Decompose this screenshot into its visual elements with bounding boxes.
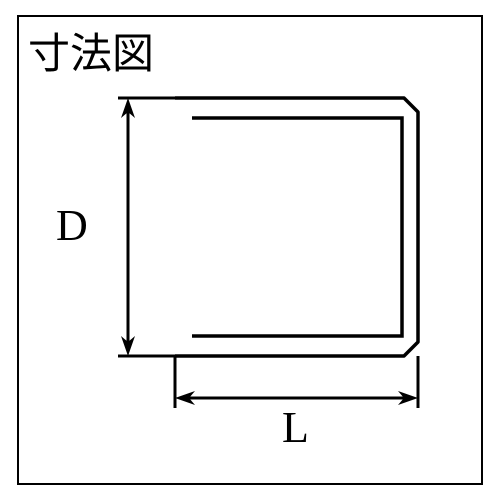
cap-inner-outline xyxy=(192,118,402,336)
title-text: 寸法図 xyxy=(28,20,154,81)
dimension-diagram: 寸法図 D L xyxy=(0,0,500,500)
label-l: L xyxy=(282,402,309,453)
cap-outer-outline xyxy=(175,98,418,356)
label-d: D xyxy=(56,200,88,251)
